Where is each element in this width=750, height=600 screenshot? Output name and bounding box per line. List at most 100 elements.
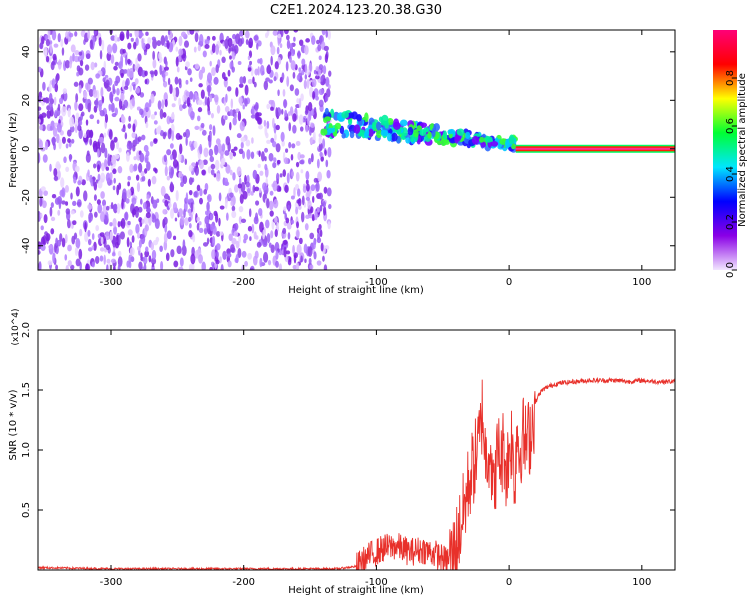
noise-blob xyxy=(97,203,103,214)
trace-blob xyxy=(490,141,499,147)
noise-blob xyxy=(44,34,49,40)
noise-blob xyxy=(175,190,179,202)
noise-blob xyxy=(55,161,61,172)
noise-blob xyxy=(183,40,190,48)
noise-blob xyxy=(95,225,100,232)
noise-blob xyxy=(130,256,135,263)
noise-blob xyxy=(170,166,175,176)
noise-blob xyxy=(313,106,317,114)
noise-blob xyxy=(200,122,205,129)
noise-blob xyxy=(152,59,157,69)
noise-blob xyxy=(135,223,140,235)
noise-blob xyxy=(65,166,70,173)
noise-blob xyxy=(95,97,99,109)
noise-blob xyxy=(244,84,249,96)
noise-blob xyxy=(211,43,216,54)
spectrogram-frame xyxy=(37,29,676,271)
noise-blob xyxy=(143,51,147,56)
noise-blob xyxy=(282,169,287,178)
noise-blob xyxy=(129,142,134,149)
noise-blob xyxy=(84,221,87,233)
noise-blob xyxy=(286,39,291,50)
noise-blob xyxy=(321,30,326,36)
noise-blob xyxy=(254,101,259,112)
noise-blob xyxy=(48,83,52,93)
noise-blob xyxy=(161,99,165,110)
noise-blob xyxy=(125,54,128,66)
noise-blob xyxy=(325,159,329,168)
noise-blob xyxy=(317,44,322,52)
noise-blob xyxy=(245,139,251,147)
noise-blob xyxy=(57,209,61,216)
noise-blob xyxy=(153,69,158,77)
noise-blob xyxy=(287,204,290,211)
y-tick-label: 1.5 xyxy=(21,382,32,398)
noise-blob xyxy=(328,70,332,77)
noise-blob xyxy=(92,89,98,98)
noise-blob xyxy=(314,75,320,80)
noise-blob xyxy=(207,166,212,174)
x-tick-label: 0 xyxy=(506,577,512,588)
noise-blob xyxy=(112,168,117,175)
noise-blob xyxy=(189,77,193,82)
noise-blob xyxy=(227,69,231,77)
noise-blob xyxy=(121,198,124,210)
noise-blob xyxy=(165,60,168,67)
noise-blob xyxy=(296,229,300,239)
noise-blob xyxy=(298,97,302,109)
noise-blob xyxy=(76,199,82,208)
noise-blob xyxy=(105,79,110,88)
noise-blob xyxy=(144,250,150,258)
noise-blob xyxy=(110,201,114,210)
noise-blob xyxy=(106,258,111,264)
noise-blob xyxy=(194,63,200,70)
noise-blob xyxy=(275,172,280,182)
noise-blob xyxy=(173,260,179,268)
noise-blob xyxy=(75,238,81,249)
noise-blob xyxy=(238,83,244,88)
noise-blob xyxy=(235,33,241,45)
trace-blob xyxy=(447,129,454,135)
noise-blob xyxy=(239,76,244,85)
noise-blob xyxy=(210,163,216,170)
noise-blob xyxy=(167,128,172,140)
noise-blob xyxy=(154,218,160,230)
noise-blob xyxy=(43,190,48,196)
noise-blob xyxy=(139,108,144,116)
noise-blob xyxy=(65,264,69,270)
noise-blob xyxy=(199,34,204,46)
noise-blob xyxy=(162,73,166,83)
noise-blob xyxy=(305,124,309,133)
noise-blob xyxy=(290,49,295,57)
noise-blob xyxy=(188,190,193,196)
noise-blob xyxy=(316,227,320,234)
noise-blob xyxy=(214,144,219,156)
trace-blob xyxy=(505,138,510,149)
noise-blob xyxy=(215,64,219,74)
colorbar-tick-label: 0.6 xyxy=(725,118,736,134)
noise-blob xyxy=(304,63,308,75)
noise-blob xyxy=(204,215,210,225)
noise-blob xyxy=(202,50,207,58)
noise-blob xyxy=(237,247,242,259)
noise-blob xyxy=(135,174,140,181)
noise-blob xyxy=(118,147,122,153)
noise-blob xyxy=(298,67,302,73)
noise-blob xyxy=(152,50,156,61)
noise-blob xyxy=(67,244,72,252)
noise-blob xyxy=(165,252,170,262)
noise-blob xyxy=(283,206,287,212)
noise-blob xyxy=(304,45,309,55)
noise-blob xyxy=(264,163,268,171)
trace-blob xyxy=(387,132,392,142)
noise-blob xyxy=(82,90,88,100)
noise-blob xyxy=(87,229,91,237)
noise-blob xyxy=(277,89,280,97)
noise-blob xyxy=(258,187,262,194)
noise-blob xyxy=(319,151,323,157)
colorbar-label: Normalized spectral amplitude xyxy=(737,73,748,227)
x-tick-label: -300 xyxy=(100,277,123,288)
colorbar-tick-label: 0.2 xyxy=(725,214,736,230)
noise-blob xyxy=(300,69,305,76)
noise-blob xyxy=(111,252,116,257)
